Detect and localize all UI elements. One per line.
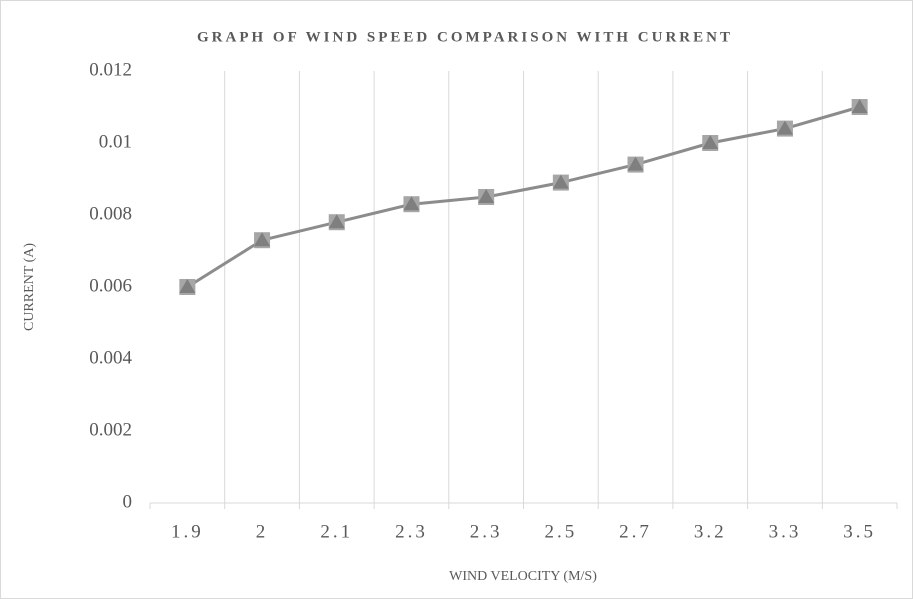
triangle-marker xyxy=(552,174,569,189)
y-tick-label: 0.002 xyxy=(89,419,132,440)
triangle-marker xyxy=(328,214,345,229)
x-tick-label: 2 xyxy=(256,521,269,542)
triangle-marker xyxy=(851,99,868,113)
triangle-marker xyxy=(254,232,271,247)
triangle-marker xyxy=(179,279,196,293)
x-tick-label: 2.7 xyxy=(619,521,652,542)
x-tick-label: 2.5 xyxy=(544,521,577,542)
triangle-marker xyxy=(627,156,644,171)
triangle-marker xyxy=(702,135,719,149)
y-tick-label: 0.006 xyxy=(89,275,132,296)
x-tick-label: 2.3 xyxy=(470,521,503,542)
y-tick-label: 0 xyxy=(123,491,133,512)
y-axis-label: CURRENT (A) xyxy=(22,243,37,331)
x-tick-label: 2.1 xyxy=(320,521,353,542)
chart-title: GRAPH OF WIND SPEED COMPARISON WITH CURR… xyxy=(197,29,733,45)
line xyxy=(186,105,861,289)
triangle-marker xyxy=(478,189,495,203)
x-tick-label: 2.3 xyxy=(395,521,428,542)
y-tick-label: 0.012 xyxy=(89,59,132,80)
x-tick-label: 3.2 xyxy=(694,521,727,542)
x-tick-label: 1.9 xyxy=(171,521,204,542)
triangle-marker xyxy=(403,196,420,211)
x-tick-label: 3.3 xyxy=(769,521,802,542)
y-tick-label: 0.008 xyxy=(89,203,132,224)
triangle-marker xyxy=(776,120,793,135)
x-axis-label: WIND VELOCITY (M/S) xyxy=(449,569,597,584)
x-tick-label: 3.5 xyxy=(843,521,876,542)
y-tick-label: 0.004 xyxy=(89,347,132,368)
y-tick-label: 0.01 xyxy=(99,131,132,152)
